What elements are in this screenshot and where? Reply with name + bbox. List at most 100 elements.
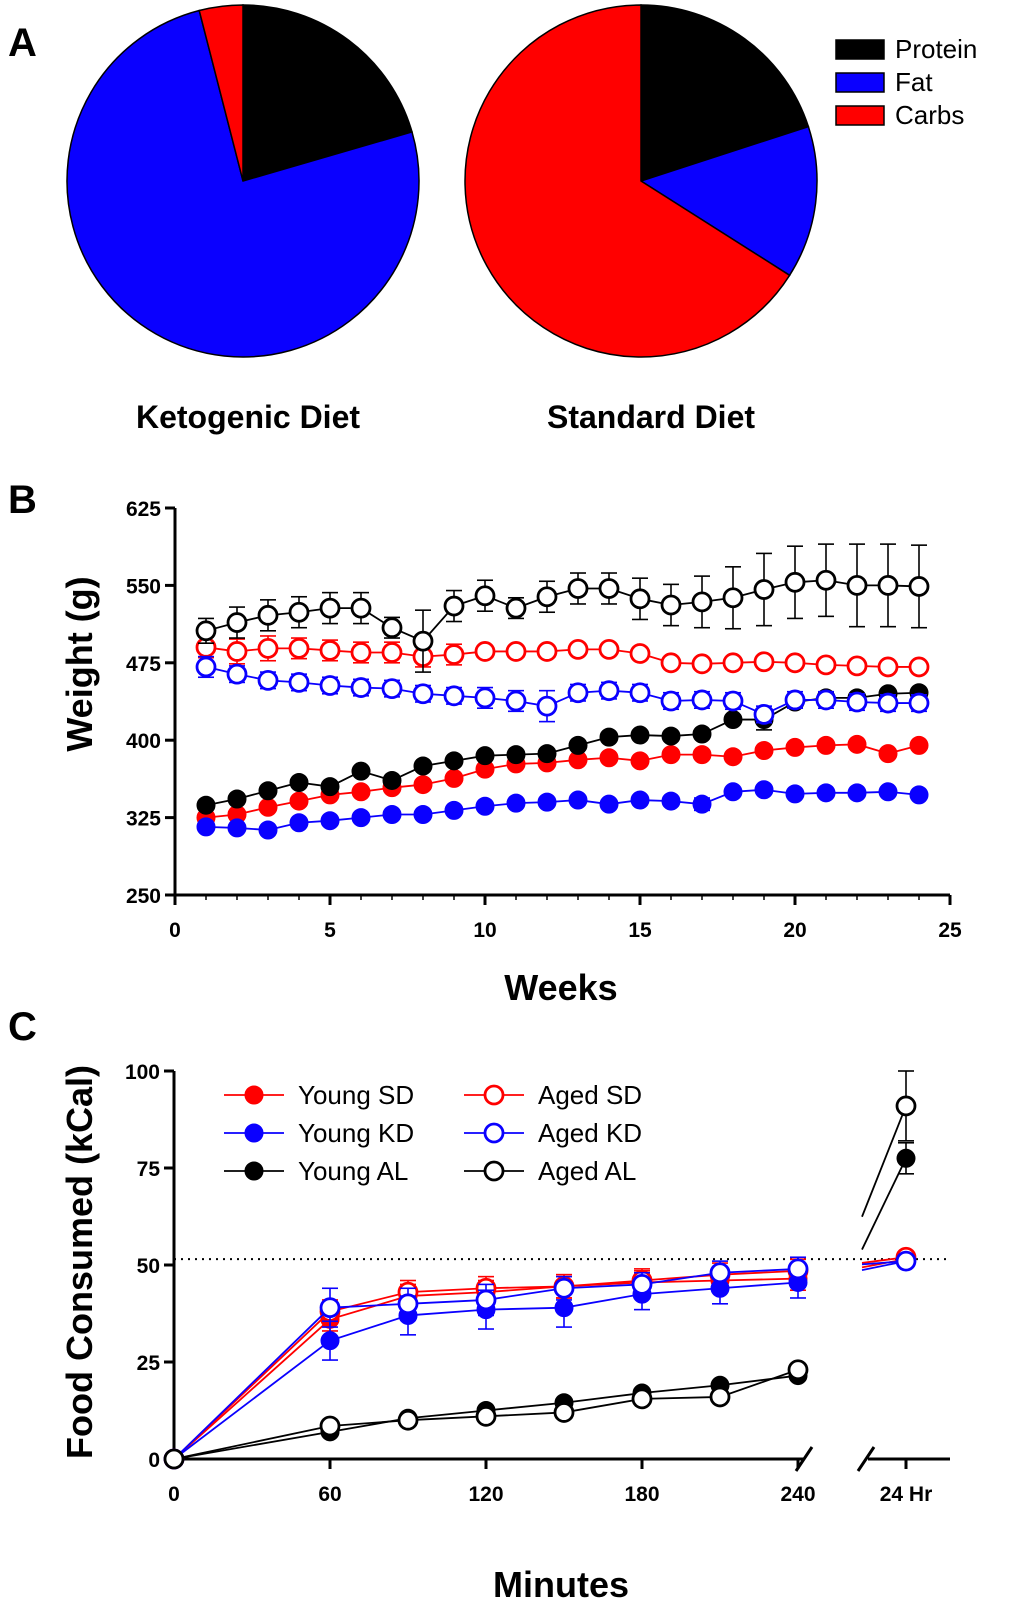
young-kd-point <box>258 820 278 840</box>
food-consumed-chart: 0 25 50 75 100 0 60 120 180 240 24 Hr <box>125 1061 950 1506</box>
aged-al-point <box>195 620 217 642</box>
y-tick-label: 325 <box>126 808 161 831</box>
young-sd-point <box>413 775 433 795</box>
legend-item-aged-sd: Aged SD <box>464 1080 642 1110</box>
aged-al-point <box>163 1448 185 1470</box>
legend-label: Young KD <box>298 1118 414 1148</box>
young-al-24h-connector <box>861 1157 907 1250</box>
aged-sd-point <box>288 637 310 659</box>
young-kd-point <box>382 805 402 825</box>
weight-chart-axes: 250 325 400 475 550 625 0 5 10 15 20 25 <box>126 498 962 942</box>
young-al-point <box>289 773 309 793</box>
aged-al-point <box>381 617 403 639</box>
young-al-point <box>444 751 464 771</box>
aged-kd-point <box>784 689 806 711</box>
aged-al-24h-point <box>895 1095 917 1117</box>
aged-kd-point <box>567 682 589 704</box>
legend-item-young-kd: Young KD <box>224 1118 414 1148</box>
aged-sd-point <box>567 638 589 660</box>
aged-kd-point <box>709 1262 731 1284</box>
young-al-point <box>723 710 743 730</box>
aged-sd-line <box>173 1269 799 1460</box>
young-sd-point <box>754 741 774 761</box>
y-tick-label: 550 <box>126 575 161 598</box>
aged-al-point <box>288 601 310 623</box>
standard-diet-pie <box>464 4 818 358</box>
legend-item-aged-kd: Aged KD <box>464 1118 642 1148</box>
y-tick-label: 50 <box>137 1255 160 1278</box>
panel-label-c: C <box>8 1005 37 1049</box>
aged-al-point <box>722 587 744 609</box>
young-kd-point <box>475 796 495 816</box>
young-sd-point <box>630 751 650 771</box>
aged-kd-line <box>205 666 919 716</box>
x-tick-label: 0 <box>168 1483 180 1506</box>
legend-marker <box>483 1122 505 1144</box>
aged-kd-point <box>629 682 651 704</box>
legend-label: Aged AL <box>538 1156 636 1186</box>
carbs-legend-label: Carbs <box>895 100 964 130</box>
x-tick-label: 20 <box>783 919 806 942</box>
aged-kd-point <box>475 1289 497 1311</box>
weight-chart: 250 325 400 475 550 625 0 5 10 15 20 25 <box>126 498 962 942</box>
series-aged-sd <box>195 635 930 678</box>
young-al-point <box>630 725 650 745</box>
aged-al-line <box>173 1368 799 1460</box>
aged-kd-point <box>631 1274 653 1295</box>
legend-label: Young SD <box>298 1080 414 1110</box>
young-sd-line <box>205 743 920 819</box>
fat-legend-label: Fat <box>895 67 933 97</box>
aged-al-point <box>784 571 806 593</box>
protein-legend-swatch <box>835 39 885 60</box>
x-tick-label: 0 <box>169 919 181 942</box>
aged-al-point <box>505 597 527 619</box>
axis-break-mark <box>856 1446 876 1472</box>
legend-label: Aged KD <box>538 1118 642 1148</box>
aged-al-point <box>319 597 341 619</box>
young-kd-point <box>754 780 774 800</box>
aged-al-point <box>474 585 496 607</box>
standard-diet-slice-protein <box>640 4 810 183</box>
y-tick-label: 625 <box>126 498 161 521</box>
aged-kd-point <box>753 704 775 725</box>
aged-al-point <box>660 594 682 616</box>
aged-sd-point <box>505 641 527 662</box>
protein-legend-label: Protein <box>895 34 977 64</box>
panel-label-b: B <box>8 478 37 522</box>
aged-al-point <box>631 1388 653 1410</box>
aged-al-point <box>412 630 434 652</box>
aged-al-point <box>319 1415 341 1437</box>
aged-al-24h-connector <box>861 1105 907 1218</box>
young-al-line <box>205 691 920 807</box>
diet-legend: Protein Fat Carbs <box>835 34 977 130</box>
aged-sd-point <box>536 641 558 662</box>
young-al-point <box>475 746 495 766</box>
aged-kd-point <box>846 691 868 713</box>
legend-item-aged-al: Aged AL <box>464 1156 636 1186</box>
aged-kd-point <box>381 678 403 699</box>
food-chart-axes: 0 25 50 75 100 0 60 120 180 240 24 Hr <box>125 1061 950 1506</box>
legend-label: Aged SD <box>538 1080 642 1110</box>
aged-al-point <box>536 586 558 608</box>
young-sd-point <box>289 791 309 811</box>
young-kd-point <box>909 785 929 805</box>
young-kd-point <box>661 791 681 811</box>
aged-sd-point <box>350 642 372 663</box>
x-tick-label: 120 <box>468 1483 503 1506</box>
aged-kd-point <box>474 687 496 709</box>
series-aged-kd <box>163 1250 917 1470</box>
standard-diet-slice-fat <box>639 125 818 277</box>
young-kd-point <box>506 793 526 813</box>
young-kd-point <box>537 792 557 812</box>
x-tick-label: 25 <box>938 919 962 942</box>
x-tick-label: 240 <box>780 1483 815 1506</box>
aged-sd-point <box>908 656 930 678</box>
ketogenic-diet-slice-carbs <box>198 4 244 182</box>
panel-label-a: A <box>8 21 37 65</box>
series-aged-al <box>195 543 930 673</box>
aged-sd-point <box>846 655 868 677</box>
young-kd-point <box>444 800 464 820</box>
aged-al-point <box>567 578 589 599</box>
aged-kd-point <box>195 656 217 678</box>
young-kd-point <box>847 783 867 803</box>
